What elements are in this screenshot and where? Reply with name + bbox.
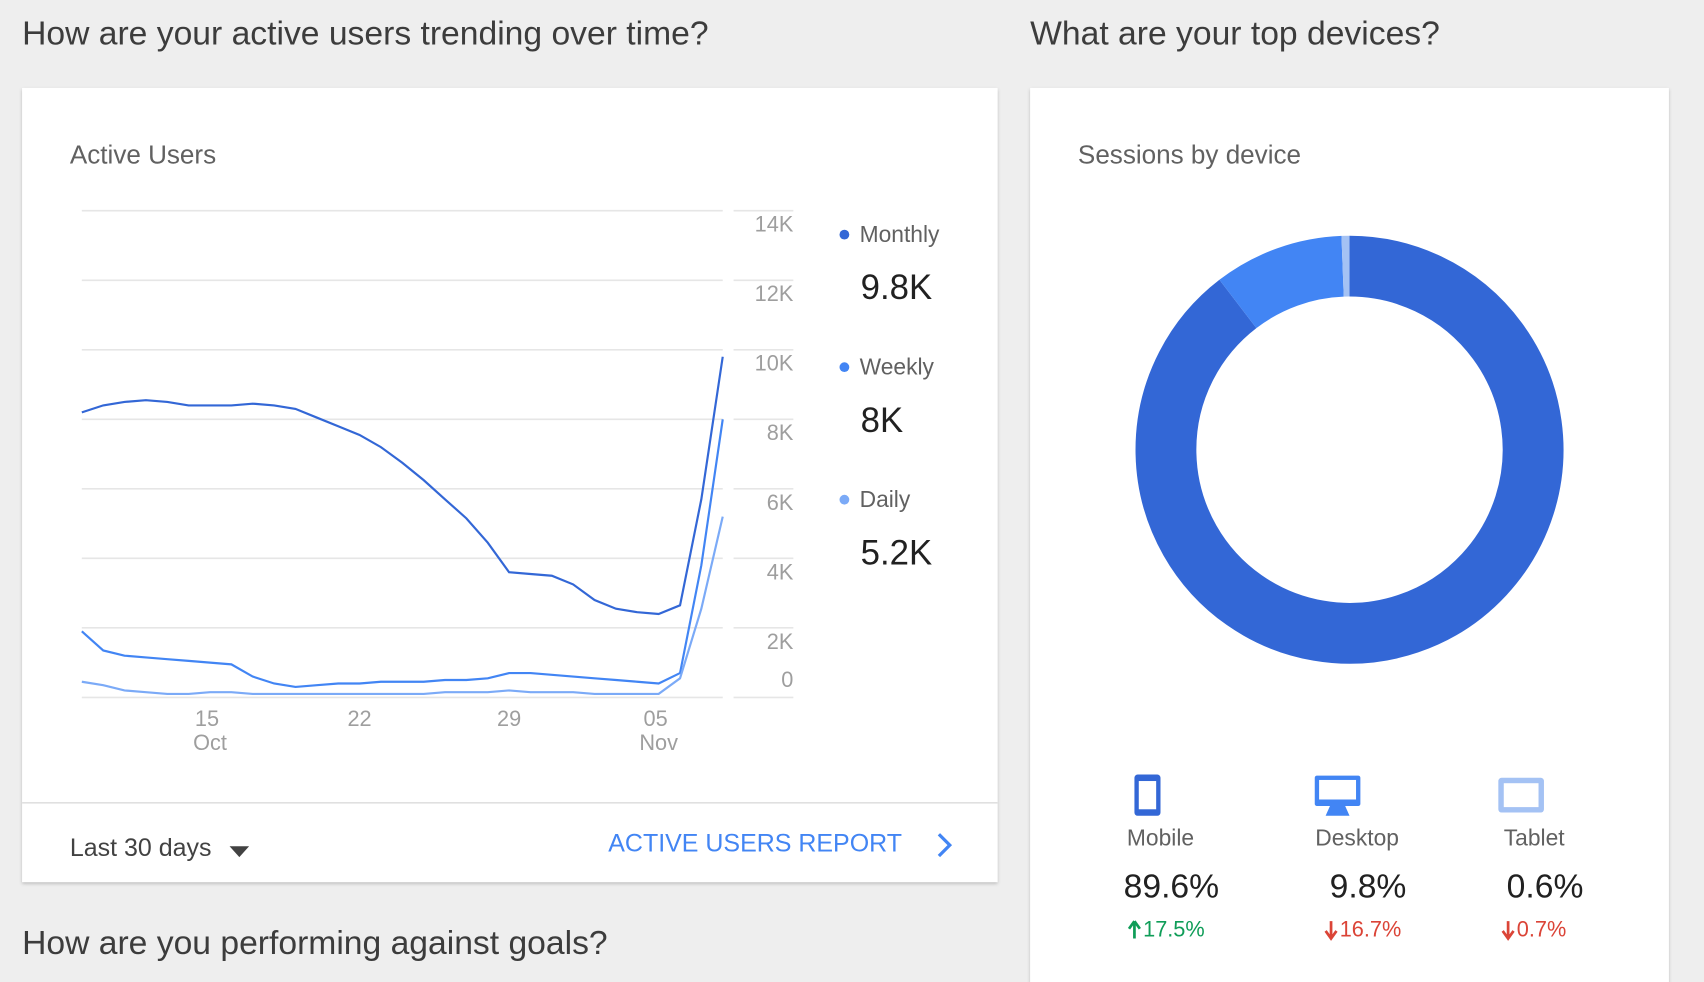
device-label: Tablet <box>1504 825 1565 851</box>
y-tick-label: 12K <box>755 281 794 306</box>
device-share: 9.8% <box>1330 868 1407 905</box>
section-heading: What are your top devices? <box>1030 16 1440 53</box>
section-heading: How are you performing against goals? <box>22 925 608 962</box>
trend-arrow <box>1501 921 1515 941</box>
y-tick-label: 14K <box>755 212 794 237</box>
series-line <box>81 516 724 696</box>
y-tick-label: 4K <box>767 559 794 584</box>
trend-arrow <box>1127 920 1141 939</box>
x-tick-label: 15 Oct <box>193 706 227 755</box>
device-share: 89.6% <box>1124 868 1219 905</box>
chevron-icon[interactable] <box>937 833 953 858</box>
desktop-icon <box>1314 775 1361 816</box>
card-title: Active Users <box>70 139 216 169</box>
y-tick-label: 2K <box>767 629 794 654</box>
y-tick-label: 0 <box>781 667 793 692</box>
legend-label: Monthly <box>860 221 940 247</box>
card <box>22 87 998 883</box>
device-share: 0.6% <box>1507 868 1584 905</box>
donut-segment <box>1219 235 1345 329</box>
legend-marker <box>839 494 850 505</box>
device-label: Mobile <box>1127 825 1194 851</box>
card-title: Sessions by device <box>1078 139 1301 169</box>
tablet-icon <box>1498 777 1544 813</box>
legend-value: 8K <box>861 402 904 440</box>
x-tick-label: 05 Nov <box>639 706 678 755</box>
legend-value: 5.2K <box>861 534 933 572</box>
dropdown-icon[interactable] <box>229 846 250 858</box>
legend-label: Weekly <box>860 353 935 379</box>
legend-value: 9.8K <box>861 269 933 307</box>
mobile-icon <box>1134 774 1161 816</box>
x-tick-label: 22 <box>347 706 371 731</box>
trend-change: 17.5% <box>1143 917 1205 942</box>
y-tick-label: 6K <box>767 490 794 515</box>
x-tick-label: 29 <box>497 706 521 731</box>
legend-marker <box>839 229 850 240</box>
y-tick-label: 10K <box>755 351 794 376</box>
report-link[interactable]: ACTIVE USERS REPORT <box>608 830 902 858</box>
series-line <box>81 356 724 616</box>
trend-arrow <box>1324 921 1338 941</box>
trend-change: 16.7% <box>1340 917 1402 942</box>
legend-label: Daily <box>860 486 911 512</box>
donut-segment <box>1135 235 1564 664</box>
legend-marker <box>839 362 850 373</box>
date-range[interactable]: Last 30 days <box>70 834 212 862</box>
device-label: Desktop <box>1315 825 1399 851</box>
trend-change: 0.7% <box>1517 917 1567 942</box>
y-tick-label: 8K <box>767 420 794 445</box>
series-line <box>81 419 724 689</box>
section-heading: How are your active users trending over … <box>22 16 709 53</box>
